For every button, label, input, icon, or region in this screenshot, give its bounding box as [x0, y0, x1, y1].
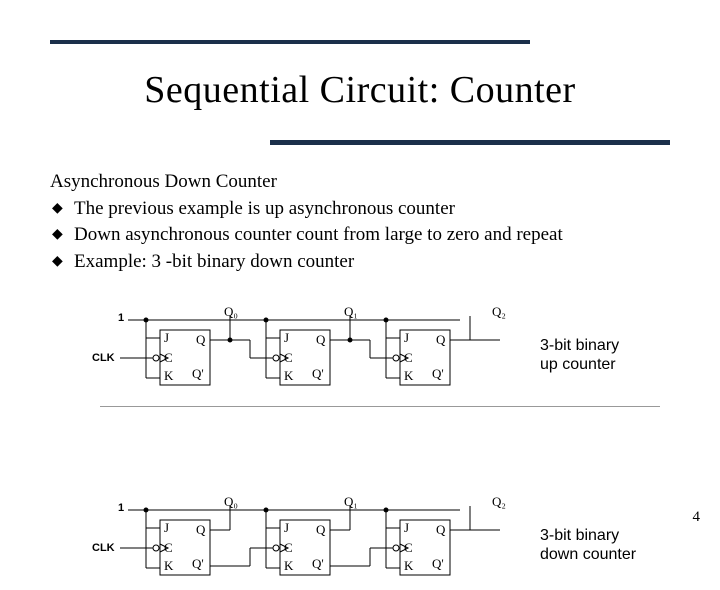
pin-qn: Q': [192, 556, 204, 572]
diagram-divider: [100, 406, 660, 407]
slide-title: Sequential Circuit: Counter: [0, 68, 720, 112]
bullet-text: Down asynchronous counter count from lar…: [74, 223, 650, 248]
output-q1: Q₁: [344, 304, 358, 320]
pin-qn: Q': [312, 556, 324, 572]
pin-k: K: [164, 368, 173, 384]
output-q1: Q₁: [344, 494, 358, 510]
pin-q: Q: [316, 522, 325, 538]
pin-j: J: [284, 330, 289, 346]
bullet-icon: ◆: [50, 250, 74, 274]
top-horizontal-rule: [50, 40, 530, 44]
pin-k: K: [164, 558, 173, 574]
pin-j: J: [404, 330, 409, 346]
down-counter-svg: [100, 500, 520, 590]
pin-c: C: [164, 350, 173, 366]
pin-q: Q: [436, 522, 445, 538]
pin-j: J: [284, 520, 289, 536]
pin-j: J: [164, 520, 169, 536]
pin-q: Q: [196, 332, 205, 348]
pin-k: K: [404, 368, 413, 384]
circuit-diagram-area: 1 CLK J C K Q Q' J C K Q Q' J C K Q Q' Q…: [100, 310, 660, 490]
pin-q: Q: [196, 522, 205, 538]
bullet-icon: ◆: [50, 197, 74, 221]
body-text-block: Asynchronous Down Counter ◆ The previous…: [50, 170, 650, 275]
up-counter-svg: [100, 310, 520, 400]
subheading: Asynchronous Down Counter: [50, 170, 650, 195]
bullet-item: ◆ Down asynchronous counter count from l…: [50, 223, 650, 248]
pin-q: Q: [436, 332, 445, 348]
output-q2: Q₂: [492, 304, 506, 320]
pin-k: K: [404, 558, 413, 574]
pin-j: J: [404, 520, 409, 536]
pin-c: C: [284, 540, 293, 556]
output-q2: Q₂: [492, 494, 506, 510]
logic-high-label: 1: [118, 312, 124, 324]
pin-j: J: [164, 330, 169, 346]
caption-down: 3-bit binary down counter: [540, 526, 636, 564]
pin-c: C: [164, 540, 173, 556]
down-counter-row: 1 CLK J C K Q Q' J C K Q Q' J C K Q Q' Q…: [100, 500, 660, 590]
pin-c: C: [404, 540, 413, 556]
up-counter-row: 1 CLK J C K Q Q' J C K Q Q' J C K Q Q' Q…: [100, 310, 660, 400]
bullet-text: The previous example is up asynchronous …: [74, 197, 650, 222]
bullet-icon: ◆: [50, 223, 74, 247]
page-number: 4: [693, 509, 701, 526]
pin-k: K: [284, 368, 293, 384]
bullet-item: ◆ Example: 3 -bit binary down counter: [50, 250, 650, 275]
pin-c: C: [284, 350, 293, 366]
clk-label: CLK: [92, 542, 115, 554]
pin-qn: Q': [192, 366, 204, 382]
pin-q: Q: [316, 332, 325, 348]
bullet-item: ◆ The previous example is up asynchronou…: [50, 197, 650, 222]
bullet-text: Example: 3 -bit binary down counter: [74, 250, 650, 275]
output-q0: Q₀: [224, 494, 238, 510]
output-q0: Q₀: [224, 304, 238, 320]
pin-c: C: [404, 350, 413, 366]
caption-up: 3-bit binary up counter: [540, 336, 619, 374]
mid-horizontal-rule: [270, 140, 670, 145]
pin-qn: Q': [432, 366, 444, 382]
logic-high-label: 1: [118, 502, 124, 514]
pin-qn: Q': [312, 366, 324, 382]
clk-label: CLK: [92, 352, 115, 364]
pin-qn: Q': [432, 556, 444, 572]
pin-k: K: [284, 558, 293, 574]
